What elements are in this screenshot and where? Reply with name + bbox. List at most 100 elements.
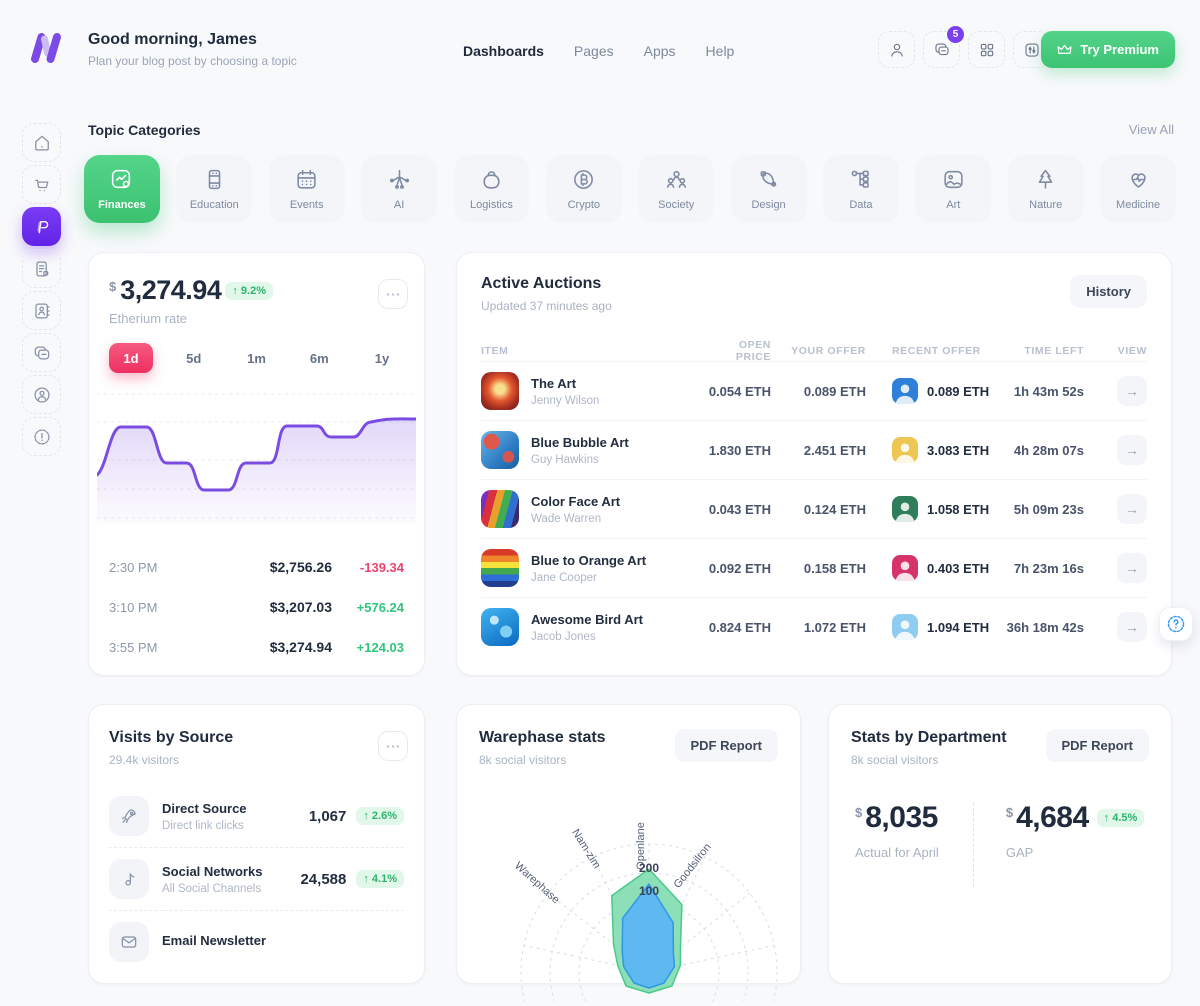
active-auctions-card: Active Auctions Updated 37 minutes ago H… bbox=[456, 252, 1172, 676]
your-offer: 0.158 ETH bbox=[803, 560, 866, 576]
history-button[interactable]: History bbox=[1070, 275, 1147, 308]
sidebar-item-account[interactable] bbox=[22, 375, 61, 414]
envelope-icon bbox=[109, 922, 149, 962]
auction-row: Awesome Bird Art Jacob Jones 0.824 ETH 1… bbox=[481, 597, 1147, 656]
category-crypto[interactable]: Crypto bbox=[545, 155, 622, 223]
chat-icon bbox=[934, 42, 949, 55]
sidebar-item-invoices[interactable] bbox=[22, 249, 61, 288]
category-finances[interactable]: Finances bbox=[84, 155, 160, 223]
visits-source-name: Social Networks bbox=[162, 863, 263, 879]
category-education[interactable]: Education bbox=[176, 155, 253, 223]
category-nature[interactable]: Nature bbox=[1007, 155, 1084, 223]
radar-tick-100: 100 bbox=[638, 884, 660, 898]
heart-pulse-icon bbox=[1130, 173, 1146, 188]
messages-button[interactable]: 5 bbox=[923, 26, 964, 68]
category-logistics[interactable]: Logistics bbox=[453, 155, 530, 223]
profile-button[interactable] bbox=[878, 31, 915, 68]
auction-item-owner: Guy Hawkins bbox=[531, 453, 599, 466]
rocket-icon bbox=[109, 796, 149, 836]
nodes-icon bbox=[852, 170, 870, 188]
user-badge-icon bbox=[33, 386, 50, 403]
view-auction-button[interactable]: → bbox=[1117, 612, 1147, 642]
people-icon bbox=[666, 170, 686, 188]
range-tab-1m[interactable]: 1m bbox=[235, 343, 279, 373]
nav-pages[interactable]: Pages bbox=[573, 43, 614, 59]
time-left: 4h 28m 07s bbox=[1013, 442, 1084, 458]
apps-grid-button[interactable] bbox=[968, 31, 1005, 68]
range-tabs: 1d 5d 1m 6m 1y bbox=[109, 343, 404, 373]
pdf-report-button[interactable]: PDF Report bbox=[674, 729, 778, 762]
auctions-title: Active Auctions bbox=[481, 275, 602, 292]
auction-item-owner: Jane Cooper bbox=[531, 571, 597, 584]
your-offer: 2.451 ETH bbox=[803, 442, 866, 458]
stat-gap: $ 4,684 ↑ 4.5% GAP bbox=[1006, 801, 1145, 860]
crown-icon bbox=[1057, 44, 1072, 54]
divider bbox=[972, 803, 974, 887]
image-icon bbox=[944, 170, 963, 189]
stat-label: Actual for April bbox=[855, 845, 939, 860]
warning-badge-icon bbox=[33, 428, 50, 445]
range-tab-1y[interactable]: 1y bbox=[360, 343, 404, 373]
recent-offer: 3.083 ETH bbox=[927, 442, 990, 458]
view-auction-button[interactable]: → bbox=[1117, 435, 1147, 465]
auctions-table-header: ITEM OPEN PRICE YOUR OFFER RECENT OFFER … bbox=[481, 339, 1147, 363]
category-data[interactable]: Data bbox=[823, 155, 899, 223]
time-left: 7h 23m 16s bbox=[1013, 560, 1084, 576]
education-icon bbox=[208, 169, 221, 190]
category-society[interactable]: Society bbox=[638, 155, 715, 223]
sliders-icon bbox=[1024, 42, 1039, 57]
sidebar-item-home[interactable] bbox=[22, 123, 61, 162]
sidebar-item-store[interactable] bbox=[22, 165, 61, 204]
etherium-history: 2:30 PM $2,756.26 -139.34 3:10 PM $3,207… bbox=[109, 547, 404, 667]
category-art[interactable]: Art bbox=[915, 155, 992, 223]
range-tab-5d[interactable]: 5d bbox=[172, 343, 216, 373]
category-design[interactable]: Design bbox=[730, 155, 807, 223]
history-row: 2:30 PM $2,756.26 -139.34 bbox=[109, 547, 404, 587]
category-events[interactable]: Events bbox=[268, 155, 345, 223]
range-tab-6m[interactable]: 6m bbox=[297, 343, 341, 373]
auction-item-name: Blue to Orange Art bbox=[531, 552, 647, 568]
nav-help[interactable]: Help bbox=[705, 43, 735, 59]
view-auction-button[interactable]: → bbox=[1117, 376, 1147, 406]
visits-value: 1,067 bbox=[308, 807, 347, 825]
pdf-report-button[interactable]: PDF Report bbox=[1045, 729, 1149, 762]
col-recent-offer: RECENT OFFER bbox=[892, 345, 981, 357]
app-logo[interactable] bbox=[28, 30, 64, 66]
auction-item-image bbox=[481, 372, 519, 410]
view-auction-button[interactable]: → bbox=[1117, 494, 1147, 524]
open-price: 0.092 ETH bbox=[708, 560, 771, 576]
visits-row: Direct Source Direct link clicks 1,067 ↑… bbox=[109, 785, 404, 848]
try-premium-button[interactable]: Try Premium bbox=[1041, 31, 1175, 68]
your-offer: 1.072 ETH bbox=[803, 619, 866, 635]
your-offer: 0.089 ETH bbox=[803, 383, 866, 399]
arrow-right-icon: → bbox=[1125, 619, 1139, 635]
etherium-change-badge: ↑ 9.2% bbox=[225, 282, 273, 300]
sidebar-item-payments[interactable] bbox=[22, 207, 61, 246]
cart-icon bbox=[34, 179, 48, 191]
history-value: $2,756.26 bbox=[269, 559, 332, 575]
help-button[interactable] bbox=[1159, 607, 1193, 641]
range-tab-1d[interactable]: 1d bbox=[109, 343, 153, 373]
category-medicine[interactable]: Medicine bbox=[1100, 155, 1176, 223]
category-ai[interactable]: AI bbox=[361, 155, 437, 223]
view-all-link[interactable]: View All bbox=[1128, 122, 1174, 137]
music-note-icon bbox=[109, 859, 149, 899]
chat-bubbles-icon bbox=[34, 346, 49, 359]
open-price: 1.830 ETH bbox=[708, 442, 771, 458]
sidebar-item-contacts[interactable] bbox=[22, 291, 61, 330]
sidebar-item-alerts[interactable] bbox=[22, 417, 61, 456]
nav-apps[interactable]: Apps bbox=[643, 43, 676, 59]
visits-menu-button[interactable]: ⋯ bbox=[378, 731, 408, 761]
grid-icon bbox=[980, 43, 993, 56]
etherium-menu-button[interactable]: ⋯ bbox=[378, 279, 408, 309]
sidebar-item-messages[interactable] bbox=[22, 333, 61, 372]
auction-item-name: Awesome Bird Art bbox=[531, 611, 643, 627]
auction-item-image bbox=[481, 608, 519, 646]
col-item: ITEM bbox=[481, 345, 509, 357]
auction-row: The Art Jenny Wilson 0.054 ETH 0.089 ETH… bbox=[481, 361, 1147, 420]
view-auction-button[interactable]: → bbox=[1117, 553, 1147, 583]
history-row: 3:55 PM $3,274.94 +124.03 bbox=[109, 627, 404, 667]
tree-icon bbox=[1038, 169, 1053, 189]
warephase-radar-chart: Warephase Nam-zim Openlane Goodsilron 20… bbox=[457, 801, 802, 1006]
nav-dashboards[interactable]: Dashboards bbox=[463, 43, 544, 59]
